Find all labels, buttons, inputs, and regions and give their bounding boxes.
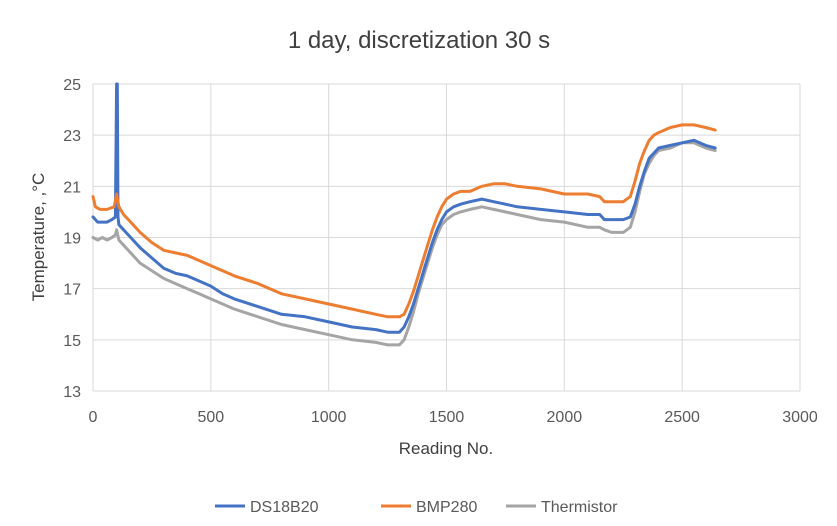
- x-tick-label: 2000: [547, 409, 583, 426]
- legend: DS18B20 BMP280 Thermistor: [215, 499, 618, 516]
- x-tick-label: 500: [197, 409, 224, 426]
- series-line-bmp280: [91, 123, 717, 319]
- legend-label-ds18b20: DS18B20: [250, 499, 319, 516]
- y-tick-label: 17: [63, 282, 81, 299]
- x-tick-label: 1000: [311, 409, 347, 426]
- y-tick-label: 13: [63, 384, 81, 401]
- legend-label-thermistor: Thermistor: [541, 499, 618, 516]
- y-tick-label: 25: [63, 77, 81, 94]
- x-tick-label: 2500: [664, 409, 700, 426]
- legend-label-bmp280: BMP280: [416, 499, 477, 516]
- y-tick-label: 21: [63, 179, 81, 196]
- y-tick-label: 15: [63, 333, 81, 350]
- x-tick-labels: 0 500 1000 1500 2000 2500 3000: [89, 409, 818, 426]
- x-tick-label: 3000: [782, 409, 818, 426]
- chart-title: 1 day, discretization 30 s: [288, 27, 550, 54]
- y-tick-label: 23: [63, 128, 81, 145]
- y-axis-label: Temperature, ,°C: [29, 173, 48, 302]
- gridlines: [92, 83, 801, 392]
- x-tick-label: 0: [89, 409, 98, 426]
- y-tick-labels: 13 15 17 19 21 23 25: [63, 77, 81, 401]
- x-tick-label: 1500: [429, 409, 465, 426]
- x-axis-label: Reading No.: [399, 439, 494, 458]
- series-line-ds18b20: [91, 82, 717, 334]
- y-tick-label: 19: [63, 231, 81, 248]
- series-layer: [91, 82, 717, 347]
